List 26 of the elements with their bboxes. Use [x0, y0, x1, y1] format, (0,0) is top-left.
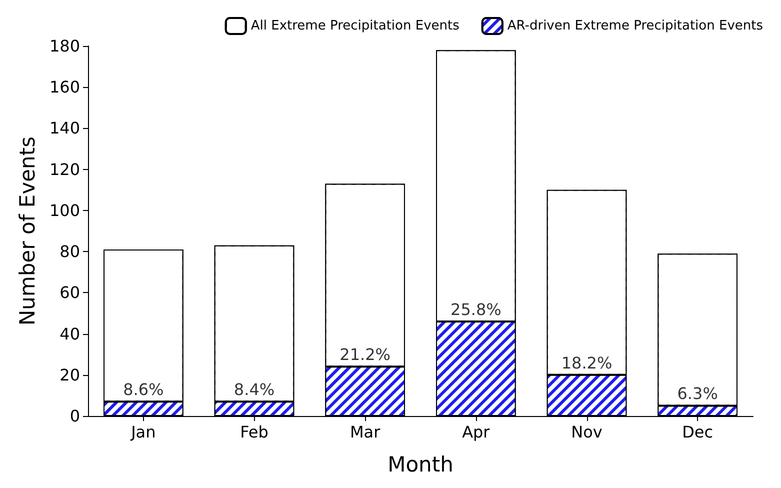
annotation: 6.3% [677, 384, 718, 404]
x-tick-label: Nov [571, 422, 602, 442]
y-tick-label: 80 [60, 242, 80, 262]
x-tick-label: Dec [682, 422, 714, 442]
y-tick-label: 60 [60, 283, 80, 302]
x-axis-title: Month [388, 452, 454, 476]
y-tick-label: 40 [60, 324, 80, 344]
y-tick-label: 20 [60, 365, 80, 384]
annotation: 21.2% [340, 345, 390, 364]
annotation: 8.6% [123, 380, 164, 400]
x-tick-label: Feb [240, 422, 268, 442]
y-tick-label: 120 [49, 160, 80, 179]
legend-label: All Extreme Precipitation Events [250, 18, 460, 34]
x-tick-label: Apr [462, 422, 490, 442]
y-tick-label: 100 [49, 200, 80, 220]
x-tick-label: Mar [350, 422, 381, 442]
annotation: 18.2% [561, 353, 612, 372]
x-tick-label: Jan [130, 422, 156, 442]
annotation: 8.4% [234, 380, 275, 400]
legend-label: AR-driven Extreme Precipitation Events [507, 18, 764, 34]
y-axis-title: Number of Events [16, 136, 40, 326]
y-tick-label: 0 [70, 406, 80, 426]
y-tick-label: 180 [49, 36, 80, 56]
annotation: 25.8% [450, 300, 502, 319]
y-tick-label: 140 [49, 118, 80, 138]
y-tick-label: 160 [49, 78, 80, 97]
